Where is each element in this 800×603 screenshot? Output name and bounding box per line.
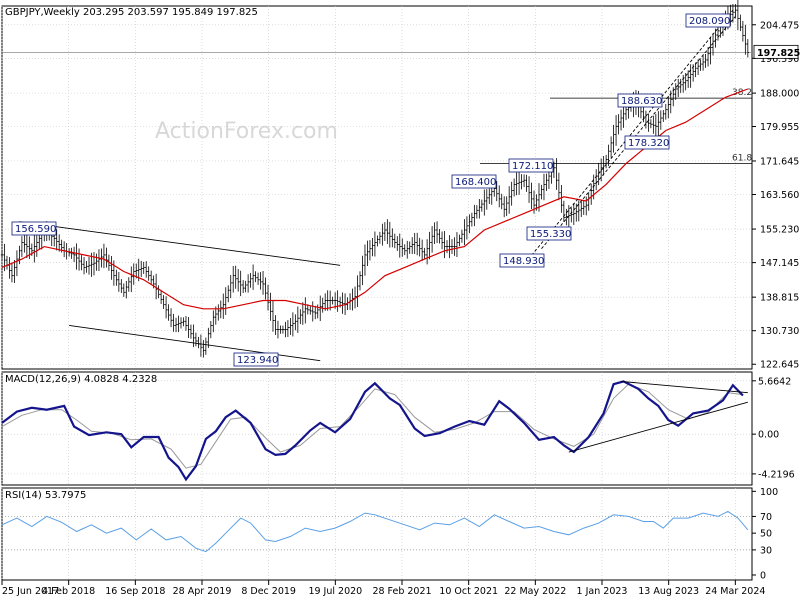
watermark: ActionForex.com xyxy=(155,119,338,144)
price-callout-label: 168.400 xyxy=(455,177,496,188)
trendline-price xyxy=(531,9,734,256)
price-callout-label: 148.930 xyxy=(503,256,544,267)
price-callout-label: 155.330 xyxy=(530,229,571,240)
rsi-panel-title: RSI(14) 53.7975 xyxy=(5,490,86,501)
y-tick-label-price: 204.475 xyxy=(760,20,799,31)
x-tick-label: 16 Sep 2018 xyxy=(105,586,165,597)
price-callout-box xyxy=(526,226,572,241)
x-tick-label: 13 Aug 2023 xyxy=(638,586,699,597)
trendline-macd xyxy=(621,380,748,394)
price-callout-label: 178.320 xyxy=(628,138,669,149)
y-tick-label-rsi: 30 xyxy=(760,545,772,556)
price-callout-box xyxy=(685,13,731,28)
y-tick-label-price: 138.815 xyxy=(760,293,799,304)
trendline-macd xyxy=(568,401,748,453)
price-callout-label: 188.630 xyxy=(621,96,662,107)
y-tick-label-price: 122.645 xyxy=(760,360,799,371)
price-callout-label: 208.090 xyxy=(689,16,730,27)
macd-line xyxy=(1,380,744,482)
rsi-line xyxy=(1,510,749,553)
macd-panel-title: MACD(12,26,9) 4.0828 4.2328 xyxy=(5,374,157,385)
y-tick-label-price: 163.560 xyxy=(760,190,799,201)
price-panel-title: GBPJPY,Weekly 203.295 203.597 195.849 19… xyxy=(5,7,258,18)
y-tick-label-rsi: 100 xyxy=(760,487,778,498)
y-tick-label-price: 130.730 xyxy=(760,326,799,337)
trendline-price xyxy=(19,221,341,266)
y-tick-label-price: 171.645 xyxy=(760,156,799,167)
x-tick-label: 19 Jul 2020 xyxy=(308,586,362,597)
fib-label: 38.2 xyxy=(732,88,752,98)
panel-frame-price xyxy=(1,5,753,370)
y-tick-label-price: 179.955 xyxy=(760,122,799,133)
price-callout-box xyxy=(11,221,57,236)
current-price-label: 197.825 xyxy=(757,48,800,59)
price-callout-box xyxy=(508,158,554,173)
moving-average-line xyxy=(1,88,749,310)
trendline-price xyxy=(541,16,736,249)
y-tick-label-macd: 0.00 xyxy=(758,430,779,441)
y-tick-label-price: 188.000 xyxy=(760,89,799,100)
y-tick-label-rsi: 0 xyxy=(760,570,766,581)
price-callout-box xyxy=(233,352,279,367)
x-tick-label: 25 Jun 2017 xyxy=(2,586,59,597)
price-callout-label: 123.940 xyxy=(237,355,278,366)
y-tick-label-price: 155.230 xyxy=(760,225,799,236)
x-tick-label: 8 Dec 2019 xyxy=(241,586,296,597)
price-callout-box xyxy=(451,174,497,189)
panel-frame-macd xyxy=(1,371,753,486)
current-price-tag xyxy=(753,44,799,59)
x-tick-label: 28 Apr 2019 xyxy=(173,586,232,597)
price-callout-box xyxy=(499,253,545,268)
x-tick-label: 28 Feb 2021 xyxy=(372,586,431,597)
y-tick-label-macd: -4.2196 xyxy=(758,469,795,480)
y-tick-label-price: 147.145 xyxy=(760,258,799,269)
fib-label: 61.8 xyxy=(732,154,752,164)
price-callout-box xyxy=(624,135,670,150)
y-tick-label-rsi: 50 xyxy=(760,529,772,540)
y-tick-label-price: 196.390 xyxy=(760,54,799,65)
y-tick-label-rsi: 70 xyxy=(760,512,772,523)
price-callout-label: 156.590 xyxy=(15,224,56,235)
y-tick-label-macd: 5.6642 xyxy=(758,376,791,387)
x-tick-label: 1 Jan 2023 xyxy=(577,586,628,597)
x-tick-label: 10 Oct 2021 xyxy=(439,586,498,597)
price-callout-box xyxy=(617,93,663,108)
x-tick-label: 22 May 2022 xyxy=(504,586,566,597)
price-callout-label: 172.110 xyxy=(512,161,553,172)
x-tick-label: 24 Mar 2024 xyxy=(705,586,765,597)
x-tick-label: 4 Feb 2018 xyxy=(42,586,95,597)
